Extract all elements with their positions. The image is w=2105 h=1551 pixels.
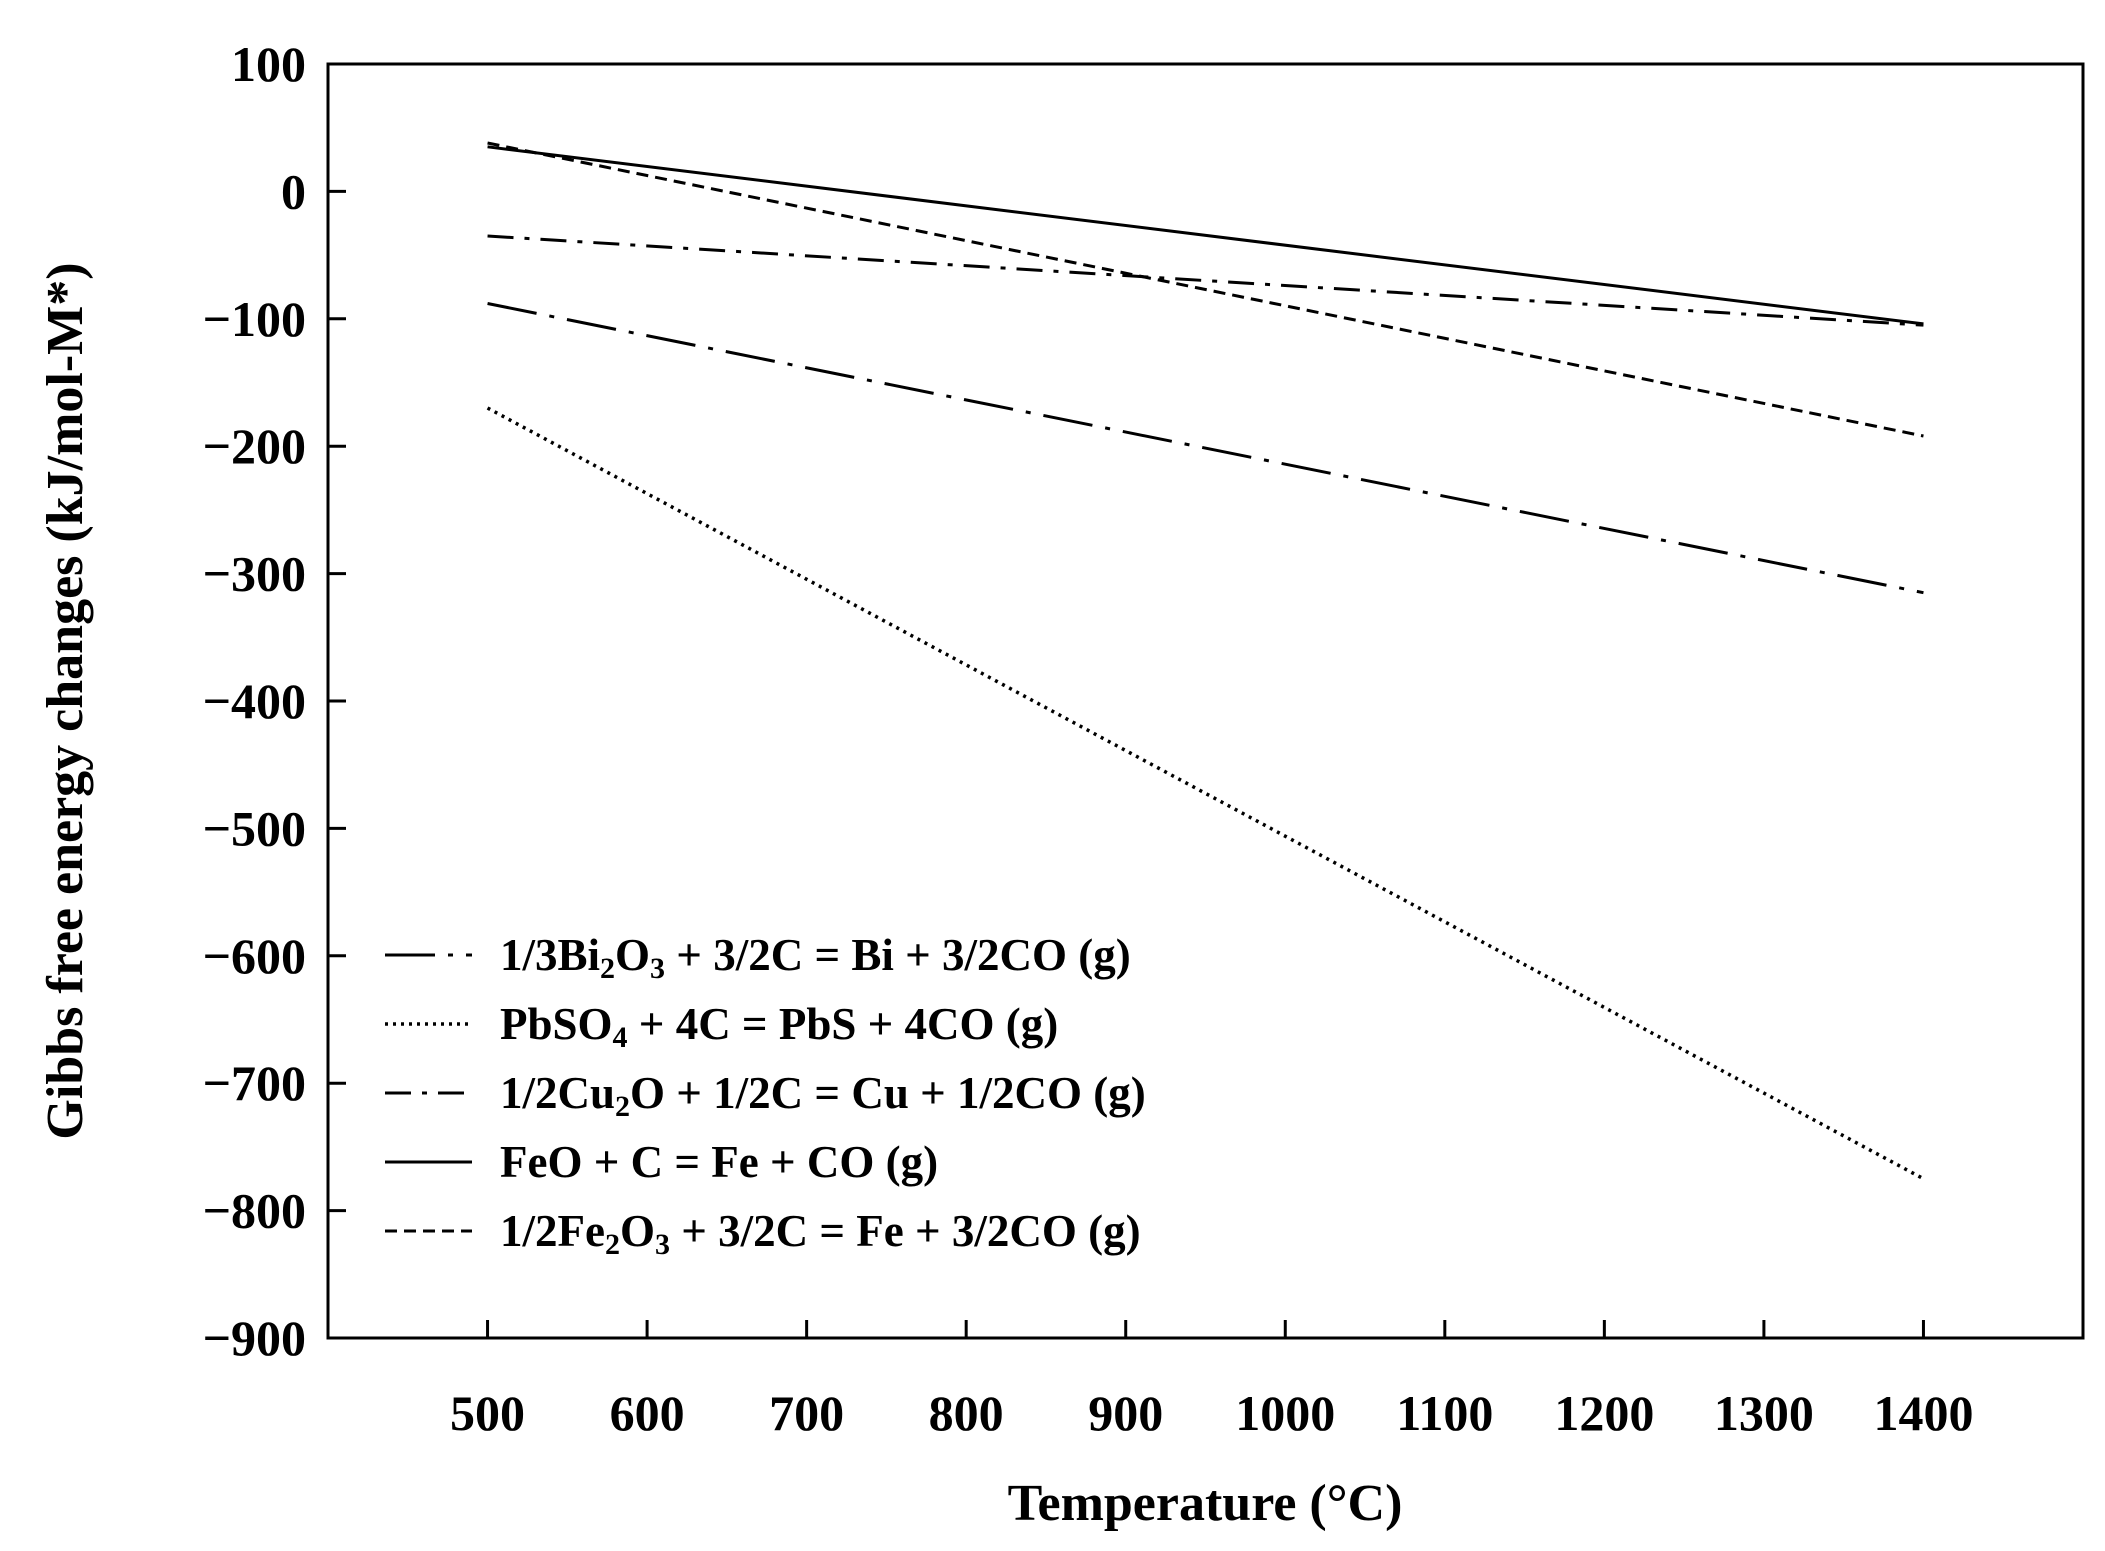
y-tick-label: 100 bbox=[231, 36, 306, 92]
x-tick-label: 1400 bbox=[1873, 1385, 1973, 1441]
legend: 1/3Bi2O3 + 3/2C = Bi + 3/2CO (g) PbSO4 + … bbox=[385, 930, 1146, 1261]
legend-label-3: 1/2Cu2O + 1/2C = Cu + 1/2CO (g) bbox=[500, 1068, 1146, 1123]
y-tick-label: −900 bbox=[203, 1310, 307, 1366]
x-tick-label: 1000 bbox=[1235, 1385, 1335, 1441]
y-tick-label: −100 bbox=[203, 291, 307, 347]
y-axis-title: Gibbs free energy changes (kJ/mol-M*) bbox=[37, 262, 94, 1139]
x-tick-label: 600 bbox=[610, 1385, 685, 1441]
y-tick-label: −200 bbox=[203, 418, 307, 474]
y-tick-label: −800 bbox=[203, 1183, 307, 1239]
y-tick-label: −500 bbox=[203, 800, 307, 856]
series-line-4 bbox=[487, 145, 1924, 326]
legend-label-4: FeO + C = Fe + CO (g) bbox=[500, 1137, 938, 1187]
legend-label-5: 1/2Fe2O3 + 3/2C = Fe + 3/2CO (g) bbox=[500, 1206, 1141, 1261]
y-tick-label: −400 bbox=[203, 673, 307, 729]
y-tick-label: −700 bbox=[203, 1055, 307, 1111]
y-tick-label: 0 bbox=[281, 163, 306, 219]
y-tick-label: −600 bbox=[203, 928, 307, 984]
series-line-2 bbox=[486, 406, 1925, 1181]
series-line-5 bbox=[487, 141, 1924, 438]
x-tick-label: 700 bbox=[769, 1385, 844, 1441]
x-tick-label: 1200 bbox=[1554, 1385, 1654, 1441]
axis-ticks: 500 600 700 800 900 1000 1100 1200 1300 14001000−… bbox=[203, 36, 1974, 1441]
series-line-3 bbox=[487, 234, 1924, 327]
series-group bbox=[486, 141, 1925, 1181]
y-tick-label: −300 bbox=[203, 546, 307, 602]
x-tick-label: 900 bbox=[1088, 1385, 1163, 1441]
x-tick-label: 500 bbox=[450, 1385, 525, 1441]
x-tick-label: 800 bbox=[929, 1385, 1004, 1441]
x-axis-title: Temperature (°C) bbox=[1008, 1475, 1403, 1532]
legend-label-2: PbSO4 + 4C = PbS + 4CO (g) bbox=[500, 999, 1058, 1054]
series-line-1 bbox=[487, 302, 1924, 595]
x-tick-label: 1300 bbox=[1714, 1385, 1814, 1441]
x-tick-label: 1100 bbox=[1396, 1385, 1493, 1441]
legend-label-1: 1/3Bi2O3 + 3/2C = Bi + 3/2CO (g) bbox=[500, 930, 1131, 985]
